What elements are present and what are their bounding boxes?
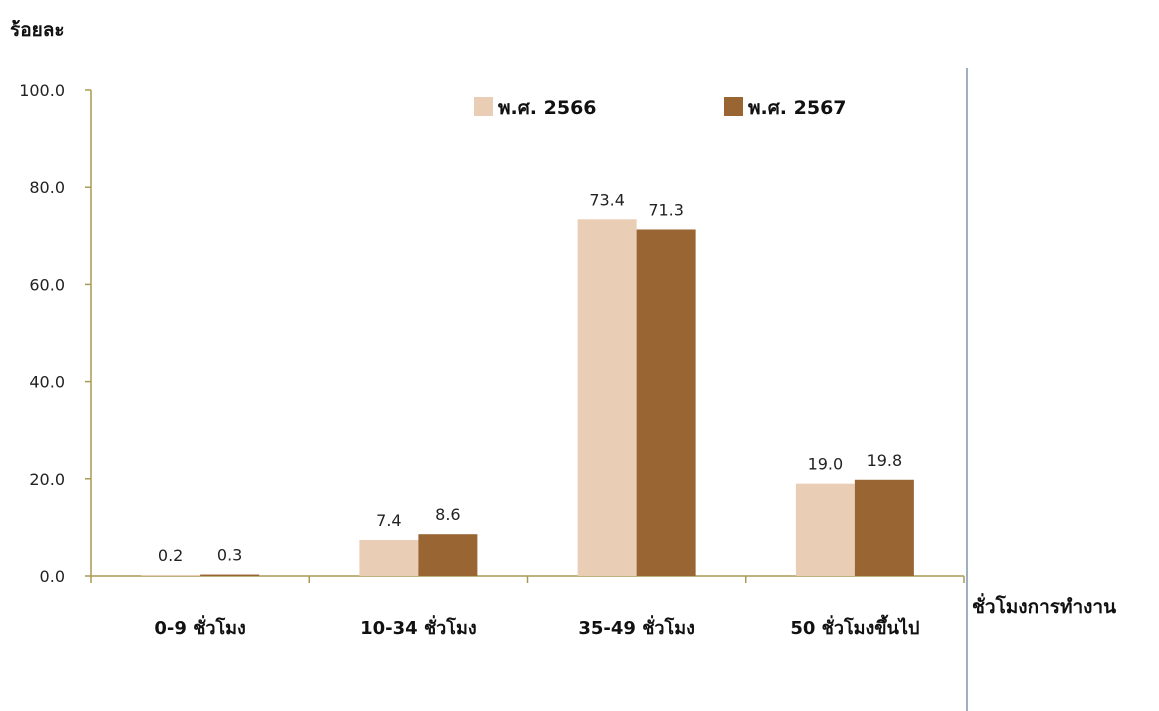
legend-swatch [724, 97, 743, 116]
legend-label: พ.ศ. 2567 [748, 97, 847, 119]
legend-swatch [474, 97, 493, 116]
y-tick-label: 40.0 [29, 373, 65, 392]
y-tick-label: 100.0 [19, 81, 65, 100]
x-tick-label: 10-34 ชั่วโมง [360, 615, 476, 639]
legend-label: พ.ศ. 2566 [498, 97, 597, 119]
data-label: 71.3 [648, 200, 684, 219]
data-label: 19.0 [808, 455, 844, 474]
data-label: 0.3 [217, 546, 242, 565]
y-tick-label: 80.0 [29, 178, 65, 197]
data-label: 19.8 [867, 451, 903, 470]
bar [854, 479, 914, 576]
x-axis-title: ชั่วโมงการทำงาน [972, 593, 1116, 618]
y-axis-title: ร้อยละ [10, 19, 65, 41]
bar [359, 540, 419, 576]
x-tick-label: 50 ชั่วโมงขึ้นไป [790, 614, 919, 639]
bar [577, 219, 637, 576]
legend: พ.ศ. 2566 พ.ศ. 2567 [474, 97, 847, 119]
y-tick-label: 20.0 [29, 470, 65, 489]
labels: 0.2 0.3 0-9 ชั่วโมง 7.4 8.6 10-34 ชั่วโมง 73.4… [154, 190, 919, 639]
data-label: 7.4 [376, 511, 401, 530]
y-tick-label: 60.0 [29, 275, 65, 294]
bar [141, 575, 201, 576]
data-label: 73.4 [589, 190, 625, 209]
x-tick-label: 35-49 ชั่วโมง [578, 615, 694, 639]
bar [200, 574, 260, 576]
bar [795, 483, 855, 576]
data-label: 0.2 [158, 546, 183, 565]
x-tick-label: 0-9 ชั่วโมง [154, 615, 245, 639]
y-tick-label: 0.0 [40, 567, 65, 586]
data-label: 8.6 [435, 505, 460, 524]
bars [141, 219, 914, 576]
bar [418, 534, 478, 576]
bar [636, 229, 696, 576]
